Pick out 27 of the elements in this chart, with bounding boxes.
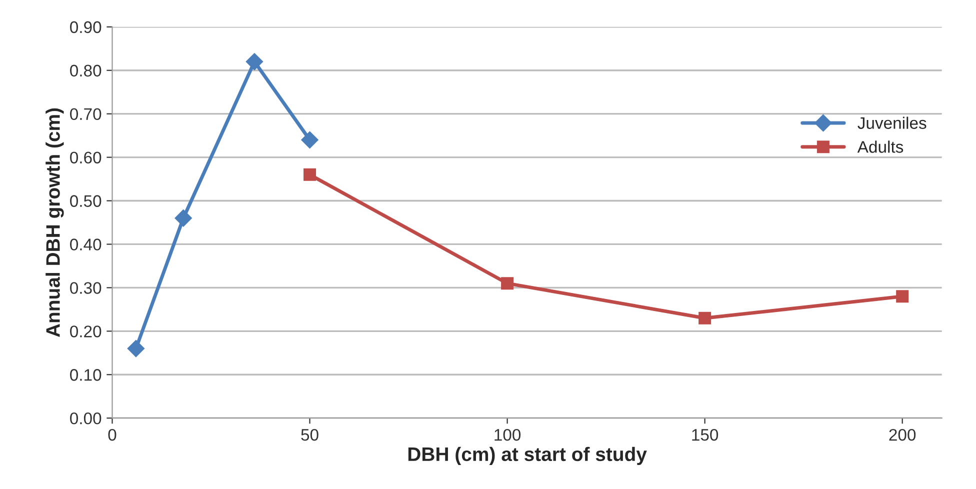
- y-tick-label: 0.90: [70, 21, 102, 34]
- y-axis-title: Annual DBH growth (cm): [46, 108, 64, 338]
- x-tick-label: 0: [108, 428, 116, 441]
- x-tick-label: 100: [494, 428, 521, 441]
- point: [501, 277, 514, 290]
- y-tick-label: 0.60: [70, 152, 102, 164]
- x-tick-label: 200: [889, 428, 916, 441]
- y-tick-label: 0.50: [70, 195, 102, 207]
- y-tick-label: 0.30: [70, 282, 102, 294]
- point: [174, 210, 192, 227]
- y-tick-label: 0.00: [70, 412, 102, 424]
- point: [304, 168, 316, 181]
- y-tick-label: 0.80: [70, 64, 102, 77]
- point: [698, 312, 712, 324]
- x-tick-label: 150: [692, 428, 718, 441]
- y-tick-label: 0.40: [70, 238, 102, 250]
- x-tick-label: 50: [301, 428, 318, 441]
- y-tick-label: 0.20: [70, 326, 102, 338]
- legend-label: Juveniles: [858, 116, 926, 129]
- point: [896, 290, 909, 303]
- legend-label: Adults: [857, 140, 904, 153]
- point: [301, 131, 318, 148]
- point: [127, 340, 144, 358]
- point: [246, 53, 264, 70]
- y-tick-label: 0.70: [70, 108, 102, 120]
- y-tick-label: 0.10: [70, 369, 102, 381]
- x-axis-title: DBH (cm) at start of study: [408, 446, 647, 465]
